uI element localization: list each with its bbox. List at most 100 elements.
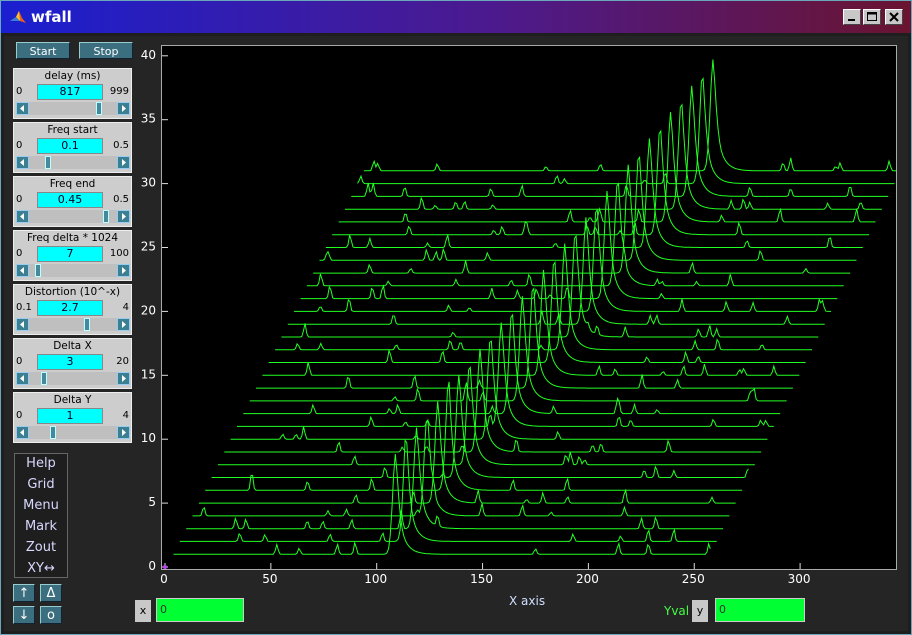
- param-max: 999: [109, 86, 129, 97]
- slider-right-arrow-icon[interactable]: [117, 210, 130, 223]
- yval-label: Yval: [664, 604, 690, 618]
- y-tick-label: 10: [141, 431, 156, 445]
- param-slider[interactable]: [16, 264, 130, 277]
- waterfall-trace: [249, 296, 787, 402]
- param-slider[interactable]: [16, 102, 130, 115]
- origin-marker: [163, 565, 167, 569]
- param-value-field[interactable]: 7: [37, 246, 103, 262]
- slider-right-arrow-icon[interactable]: [117, 102, 130, 115]
- origin-button[interactable]: o: [40, 606, 62, 624]
- param-title: Freq delta * 1024: [26, 232, 119, 244]
- matlab-icon: [9, 9, 27, 27]
- param-title: Freq end: [49, 178, 96, 190]
- param-slider[interactable]: [16, 210, 130, 223]
- slider-left-arrow-icon[interactable]: [16, 156, 29, 169]
- menu-item-xy-swap[interactable]: XY↔: [27, 561, 55, 576]
- slider-right-arrow-icon[interactable]: [117, 264, 130, 277]
- param-value-field[interactable]: 817: [37, 84, 103, 100]
- y-tick-label: 35: [141, 112, 156, 126]
- slider-left-arrow-icon[interactable]: [16, 102, 29, 115]
- maximize-button[interactable]: [863, 9, 881, 25]
- slider-right-arrow-icon[interactable]: [117, 426, 130, 439]
- waterfall-plot[interactable]: [161, 45, 897, 570]
- x-tick-label: 0: [160, 572, 168, 586]
- slider-thumb[interactable]: [96, 102, 102, 115]
- param-title: Freq start: [47, 124, 98, 136]
- slider-left-arrow-icon[interactable]: [16, 372, 29, 385]
- menu-item-mark[interactable]: Mark: [24, 519, 58, 534]
- param-max: 4: [122, 302, 129, 313]
- y-tick-label: 20: [141, 303, 156, 317]
- waterfall-trace: [211, 375, 749, 479]
- slider-left-arrow-icon[interactable]: [16, 426, 29, 439]
- param-slider[interactable]: [16, 372, 130, 385]
- waterfall-trace: [268, 261, 806, 363]
- param-slider[interactable]: [16, 426, 130, 439]
- param-slider[interactable]: [16, 318, 130, 331]
- close-icon: [889, 12, 899, 22]
- down-arrow-button[interactable]: ↓: [13, 606, 35, 624]
- slider-thumb[interactable]: [35, 264, 41, 277]
- param-value-field[interactable]: 1: [37, 408, 103, 424]
- y-coord-label: y: [692, 600, 708, 622]
- param-max: 0.5: [113, 140, 129, 151]
- param-slider[interactable]: [16, 156, 130, 169]
- param-panel: delay (ms) 0 817 999: [13, 68, 132, 119]
- figure-client-area: Start Stop delay (ms) 0 817 999 Freq start 0 0…: [4, 36, 908, 631]
- param-max: 100: [109, 248, 129, 259]
- param-max: 20: [116, 356, 129, 367]
- param-max: 0.5: [113, 194, 129, 205]
- close-button[interactable]: [885, 9, 903, 25]
- waterfall-trace: [300, 190, 838, 300]
- waterfall-trace: [351, 85, 889, 197]
- waterfall-trace: [275, 243, 812, 351]
- up-arrow-button[interactable]: ↑: [13, 584, 35, 602]
- x-value-field[interactable]: 0: [156, 598, 244, 622]
- slider-right-arrow-icon[interactable]: [117, 318, 130, 331]
- slider-right-arrow-icon[interactable]: [117, 156, 130, 169]
- slider-thumb[interactable]: [45, 156, 51, 169]
- param-value-field[interactable]: 2.7: [37, 300, 103, 316]
- slider-right-arrow-icon[interactable]: [117, 372, 130, 385]
- slider-thumb[interactable]: [84, 318, 90, 331]
- param-min: 0.1: [16, 302, 32, 313]
- slider-thumb[interactable]: [103, 210, 109, 223]
- waterfall-trace: [262, 269, 800, 376]
- y-tick-label: 40: [141, 48, 156, 62]
- slider-left-arrow-icon[interactable]: [16, 210, 29, 223]
- param-value-field[interactable]: 0.1: [37, 138, 103, 154]
- menu-item-grid[interactable]: Grid: [27, 477, 55, 492]
- y-tick-label: 25: [141, 240, 156, 254]
- slider-left-arrow-icon[interactable]: [16, 264, 29, 277]
- menu-item-zout[interactable]: Zout: [25, 540, 57, 555]
- waterfall-trace: [319, 155, 857, 261]
- param-value-field[interactable]: 0.45: [37, 192, 103, 208]
- x-tick-label: 200: [576, 572, 599, 586]
- y-value-field[interactable]: 0: [715, 598, 805, 622]
- x-tick-label: 300: [788, 572, 811, 586]
- menu-item-menu[interactable]: Menu: [23, 498, 59, 513]
- stop-button[interactable]: Stop: [79, 42, 133, 59]
- menu-item-help[interactable]: Help: [26, 456, 56, 471]
- x-tick-label: 50: [262, 572, 277, 586]
- title-bar[interactable]: wfall: [1, 1, 911, 33]
- param-value-field[interactable]: 3: [37, 354, 103, 370]
- slider-left-arrow-icon[interactable]: [16, 318, 29, 331]
- window-title: wfall: [31, 8, 72, 26]
- minimize-button[interactable]: [843, 9, 861, 25]
- delta-button[interactable]: Δ: [40, 584, 62, 602]
- start-button[interactable]: Start: [16, 42, 70, 59]
- param-panel: Freq start 0 0.1 0.5: [13, 122, 132, 173]
- x-axis-label: X axis: [509, 594, 546, 608]
- param-panel: Freq end 0 0.45 0.5: [13, 176, 132, 227]
- axis-tick-labels: 0 50 100 150 200 250 300 0 5 10 15 20 25 30 35 40: [141, 48, 811, 586]
- slider-thumb[interactable]: [41, 372, 47, 385]
- slider-thumb[interactable]: [50, 426, 56, 439]
- waterfall-trace: [205, 381, 743, 491]
- param-title: delay (ms): [44, 70, 101, 82]
- plot-canvas: [162, 55, 896, 569]
- minimize-icon: [848, 19, 855, 21]
- param-min: 0: [16, 140, 23, 151]
- param-min: 0: [16, 248, 23, 259]
